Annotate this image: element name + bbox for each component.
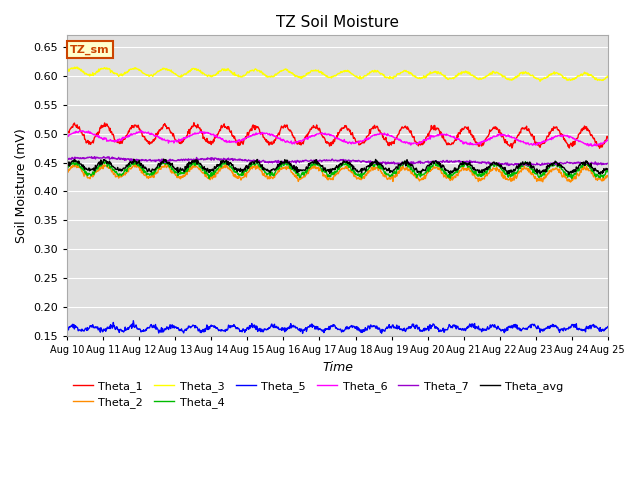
Y-axis label: Soil Moisture (mV): Soil Moisture (mV) — [15, 128, 28, 243]
Theta_4 — [568, 176, 576, 181]
Theta_3 — [536, 78, 544, 84]
Theta_3 — [495, 71, 503, 77]
Theta_4 — [495, 163, 503, 169]
Theta_4 — [302, 168, 310, 174]
Theta_3 — [63, 69, 71, 74]
Theta_avg — [282, 159, 290, 165]
Theta_1 — [118, 139, 126, 144]
Theta_7 — [90, 154, 98, 159]
Theta_7 — [63, 156, 71, 162]
Theta_4 — [282, 160, 290, 166]
Theta_4 — [485, 165, 493, 171]
Text: TZ_sm: TZ_sm — [70, 44, 109, 55]
Theta_7 — [435, 160, 443, 166]
Line: Theta_5: Theta_5 — [67, 321, 608, 333]
Theta_3 — [282, 67, 290, 73]
Theta_3 — [302, 73, 310, 79]
Theta_6 — [588, 144, 596, 149]
Theta_2 — [495, 168, 503, 174]
Theta_5 — [63, 327, 71, 333]
Theta_1 — [435, 127, 443, 133]
Theta_2 — [282, 167, 290, 172]
Theta_4 — [63, 165, 71, 170]
Theta_5 — [303, 328, 310, 334]
Theta_6 — [495, 132, 503, 138]
Line: Theta_7: Theta_7 — [67, 156, 608, 166]
Theta_6 — [118, 136, 126, 142]
Theta_avg — [160, 156, 168, 162]
Theta_avg — [63, 162, 71, 168]
Theta_7 — [485, 161, 493, 167]
Theta_4 — [435, 164, 443, 169]
Theta_avg — [302, 166, 310, 172]
Theta_2 — [435, 167, 443, 172]
Theta_5 — [282, 328, 290, 334]
Theta_avg — [435, 159, 443, 165]
Line: Theta_4: Theta_4 — [67, 160, 608, 179]
Legend: Theta_1, Theta_2, Theta_3, Theta_4, Theta_5, Theta_6, Theta_7, Theta_avg: Theta_1, Theta_2, Theta_3, Theta_4, Thet… — [73, 381, 564, 408]
Theta_5 — [604, 324, 612, 329]
Theta_7 — [495, 160, 503, 166]
Theta_5 — [129, 318, 137, 324]
Theta_1 — [190, 120, 198, 126]
Theta_6 — [435, 132, 443, 138]
Theta_2 — [63, 168, 71, 174]
Line: Theta_avg: Theta_avg — [67, 159, 608, 175]
Theta_2 — [119, 171, 127, 177]
Theta_5 — [299, 330, 307, 336]
Theta_1 — [63, 129, 71, 134]
Theta_1 — [282, 123, 290, 129]
Theta_2 — [566, 179, 574, 185]
Theta_avg — [118, 168, 126, 173]
Theta_3 — [119, 72, 127, 77]
Theta_6 — [604, 137, 612, 143]
Theta_7 — [119, 156, 127, 162]
Theta_1 — [596, 145, 604, 151]
X-axis label: Time: Time — [322, 360, 353, 373]
Theta_2 — [72, 160, 79, 166]
Theta_2 — [485, 170, 493, 176]
Theta_avg — [495, 163, 503, 168]
Theta_5 — [486, 325, 493, 331]
Theta_1 — [302, 135, 310, 141]
Theta_7 — [282, 158, 290, 164]
Theta_7 — [302, 157, 310, 163]
Theta_6 — [302, 136, 310, 142]
Theta_7 — [604, 160, 612, 166]
Theta_avg — [565, 172, 573, 178]
Theta_1 — [495, 130, 503, 135]
Theta_6 — [282, 139, 290, 145]
Theta_avg — [485, 165, 493, 170]
Theta_7 — [525, 163, 532, 169]
Theta_4 — [118, 171, 126, 177]
Theta_3 — [73, 64, 81, 70]
Theta_5 — [495, 326, 503, 332]
Theta_3 — [435, 71, 443, 76]
Theta_2 — [302, 172, 310, 178]
Theta_3 — [485, 71, 493, 77]
Theta_1 — [604, 135, 612, 141]
Line: Theta_6: Theta_6 — [67, 131, 608, 146]
Line: Theta_1: Theta_1 — [67, 123, 608, 148]
Theta_avg — [604, 166, 612, 172]
Theta_5 — [436, 327, 444, 333]
Theta_5 — [118, 328, 126, 334]
Theta_4 — [160, 157, 168, 163]
Theta_2 — [604, 173, 612, 179]
Theta_6 — [485, 136, 493, 142]
Theta_3 — [604, 73, 612, 79]
Theta_6 — [138, 128, 145, 133]
Line: Theta_2: Theta_2 — [67, 163, 608, 182]
Title: TZ Soil Moisture: TZ Soil Moisture — [276, 15, 399, 30]
Line: Theta_3: Theta_3 — [67, 67, 608, 81]
Theta_6 — [63, 133, 71, 139]
Theta_1 — [485, 131, 493, 137]
Theta_4 — [604, 167, 612, 173]
